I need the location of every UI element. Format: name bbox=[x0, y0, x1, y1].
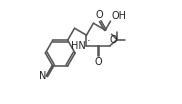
Text: O: O bbox=[110, 35, 118, 45]
Text: HN: HN bbox=[71, 41, 86, 51]
Text: OH: OH bbox=[112, 11, 127, 21]
Text: ·: · bbox=[87, 36, 91, 46]
Text: O: O bbox=[95, 10, 103, 20]
Text: O: O bbox=[95, 57, 102, 67]
Text: N: N bbox=[39, 71, 46, 81]
